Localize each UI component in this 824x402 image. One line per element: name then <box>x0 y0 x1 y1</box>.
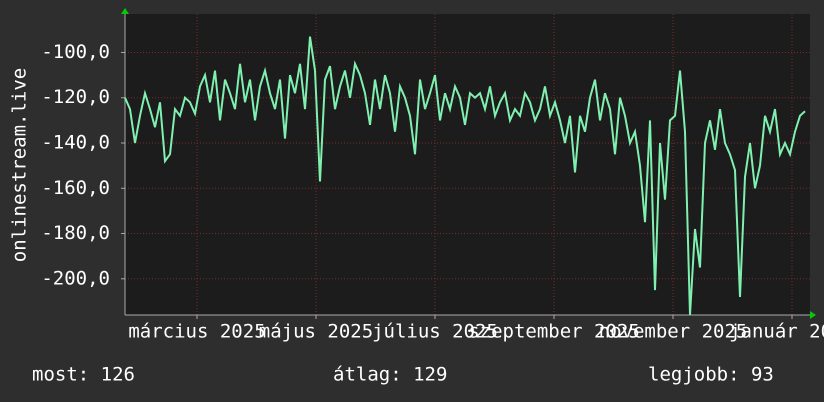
x-tick-label: november 2025 <box>599 321 748 343</box>
grid <box>125 14 810 315</box>
footer-average: átlag: 129 <box>333 364 447 386</box>
x-tick-label: március 2025 <box>128 321 265 343</box>
y-tick-label: -100,0 <box>41 41 110 63</box>
x-arrow <box>810 311 816 319</box>
footer-best: legjobb: 93 <box>648 364 774 386</box>
y-axis-label: onlinestream.live <box>9 68 31 262</box>
x-tick-label: január 2026 <box>729 321 824 343</box>
y-tick-label: -180,0 <box>41 222 110 244</box>
y-tick-label: -200,0 <box>41 267 110 289</box>
footer-current: most: 126 <box>32 364 135 386</box>
y-tick-label: -140,0 <box>41 132 110 154</box>
x-tick-label: július 2025 <box>372 321 498 343</box>
x-tick-label: május 2025 <box>259 321 373 343</box>
data-line <box>124 36 806 316</box>
x-tick-label: szeptember 2025 <box>468 321 640 343</box>
y-tick-label: -120,0 <box>41 86 110 108</box>
plot-area <box>125 14 810 315</box>
y-tick-label: -160,0 <box>41 177 110 199</box>
y-arrow <box>121 8 129 14</box>
